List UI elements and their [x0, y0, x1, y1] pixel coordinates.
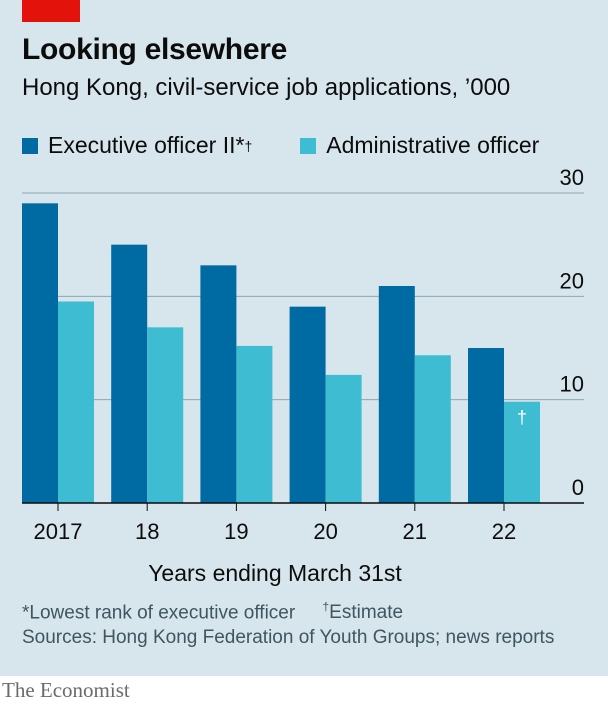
legend-item-executive-officer: Executive officer II* † [22, 132, 252, 159]
x-tick-label: 22 [492, 519, 516, 544]
x-tick-label: 18 [135, 519, 159, 544]
y-tick-label: 0 [572, 475, 584, 500]
estimate-dagger-annotation: † [517, 408, 527, 428]
y-tick-label: 30 [560, 165, 584, 190]
y-tick-label: 10 [560, 372, 584, 397]
legend: Executive officer II* † Administrative of… [22, 132, 587, 159]
bar-administrative-officer [147, 327, 184, 503]
bar-executive-officer [378, 286, 415, 503]
bar-administrative-officer [325, 374, 362, 503]
bar-executive-officer [22, 203, 58, 504]
x-tick-label: 21 [403, 519, 427, 544]
footnote-lowest-rank: *Lowest rank of executive officer [22, 602, 296, 624]
legend-item-administrative-officer: Administrative officer [300, 132, 539, 159]
legend-swatch-executive-officer [22, 137, 38, 154]
bar-executive-officer [468, 348, 504, 503]
x-tick-label: 2017 [34, 519, 83, 544]
legend-label-executive-officer: Executive officer II* [48, 132, 245, 158]
bar-executive-officer [111, 244, 148, 503]
bar-executive-officer [289, 306, 326, 503]
x-tick-label: 19 [224, 519, 248, 544]
footnote-dagger-mark: † [322, 600, 330, 614]
brand-red-tag [22, 0, 80, 22]
bar-administrative-officer [58, 301, 94, 503]
bar-executive-officer [200, 265, 237, 503]
economist-logo: The Economist [2, 678, 130, 702]
x-tick-label: 20 [313, 519, 337, 544]
footnote: *Lowest rank of executive officer †Estim… [22, 600, 403, 624]
bar-administrative-officer [504, 401, 540, 503]
source-note: Sources: Hong Kong Federation of Youth G… [22, 627, 555, 648]
legend-dagger-mark: † [244, 137, 253, 154]
footnote-estimate: Estimate [329, 602, 404, 624]
y-tick-label: 20 [560, 268, 584, 293]
chart-panel: Looking elsewhere Hong Kong, civil-servi… [0, 0, 608, 676]
bar-administrative-officer [414, 355, 451, 503]
legend-label-administrative-officer: Administrative officer [326, 132, 540, 158]
x-axis-label: Years ending March 31st [148, 560, 402, 586]
chart-subtitle: Hong Kong, civil-service job application… [22, 74, 511, 101]
bar-administrative-officer [236, 345, 273, 503]
chart-title: Looking elsewhere [22, 33, 287, 66]
bar-chart: 0 10 20 30 2017 18 19 20 21 22 † [22, 165, 584, 544]
legend-swatch-administrative-officer [300, 137, 317, 154]
